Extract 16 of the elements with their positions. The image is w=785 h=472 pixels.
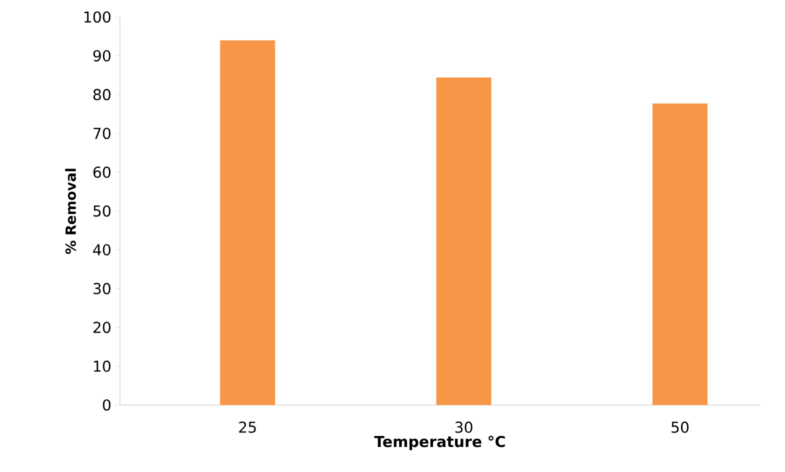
- y-tick-label: 100: [84, 11, 110, 23]
- x-axis-title: Temperature °C: [374, 436, 505, 450]
- y-tick-label: 20: [93, 322, 110, 334]
- y-tick-label: 10: [94, 360, 110, 372]
- y-tick-label: 60: [93, 166, 110, 178]
- y-tick-label: 70: [94, 128, 110, 140]
- y-tick-label: 80: [93, 88, 110, 100]
- y-tick-label: 0: [102, 399, 110, 411]
- y-tick-label: 30: [94, 282, 110, 294]
- x-tick-label: 50: [672, 422, 689, 433]
- y-axis-title: % Removal: [65, 168, 76, 254]
- y-tick-label: 40: [93, 244, 110, 256]
- y-tick-label: 90: [93, 50, 110, 62]
- y-tick-label: 50: [94, 205, 110, 217]
- x-tick-label: 25: [239, 422, 256, 433]
- x-tick-label: 30: [455, 422, 472, 433]
